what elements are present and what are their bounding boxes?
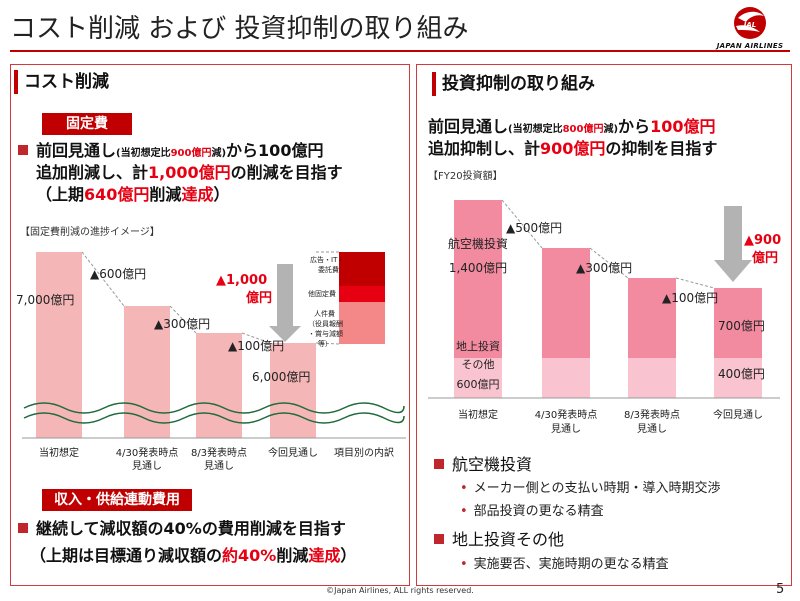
cat-breakdown: 項目別の内訳 bbox=[334, 446, 394, 459]
bar-current-ground bbox=[714, 358, 762, 398]
breakdown-label-personnel-2: （役員報酬 bbox=[308, 319, 343, 328]
square-bullet-icon bbox=[18, 145, 28, 155]
bar-label-7000: 7,000億円 bbox=[16, 293, 74, 307]
ground-label-3: 600億円 bbox=[457, 378, 500, 391]
breakdown-other bbox=[339, 286, 385, 302]
final-aircraft-label: 700億円 bbox=[718, 319, 765, 333]
inv-cat-current: 今回見通し bbox=[713, 408, 763, 421]
cat-0430-2: 見通し bbox=[132, 460, 162, 472]
aircraft-label-1: 航空機投資 bbox=[448, 236, 508, 251]
cat-0803-1: 8/3発表時点 bbox=[191, 446, 247, 459]
reduction-arrow-icon bbox=[277, 264, 293, 326]
delta-600: ▲600億円 bbox=[90, 267, 146, 281]
aircraft-label-2: 1,400億円 bbox=[449, 261, 507, 275]
square-bullet-icon bbox=[434, 534, 444, 544]
inv-cat-0803-2: 見通し bbox=[637, 423, 667, 435]
inv-cat-0803-1: 8/3発表時点 bbox=[624, 408, 680, 421]
revenue-linked-tag: 収入・供給連動費用 bbox=[42, 489, 192, 511]
breakdown-label-personnel-3: ・賞与減額 bbox=[308, 329, 343, 338]
inv-cat-0430-1: 4/30発表時点 bbox=[535, 408, 597, 421]
cat-current: 今回見通し bbox=[268, 446, 318, 459]
bar-initial bbox=[36, 252, 82, 438]
cat-0803-2: 見通し bbox=[204, 460, 234, 472]
delta-300: ▲300億円 bbox=[154, 317, 210, 331]
fixed-cost-chart-caption: 【固定費削減の進捗イメージ】 bbox=[20, 227, 160, 238]
inv-total-value: ▲900 bbox=[744, 233, 781, 248]
ground-item-1: • 実施要否、実施時期の更なる精査 bbox=[460, 557, 669, 572]
delta-100: ▲100億円 bbox=[228, 339, 284, 353]
bar-label-6000: 6,000億円 bbox=[252, 370, 310, 384]
inv-delta-300: ▲300億円 bbox=[576, 261, 632, 275]
bar-current-aircraft bbox=[714, 288, 762, 358]
title-divider bbox=[10, 50, 790, 52]
square-bullet-icon bbox=[434, 459, 444, 469]
aircraft-item-2: • 部品投資の更なる精査 bbox=[460, 504, 604, 519]
square-bullet-icon bbox=[18, 523, 28, 533]
cost-reduction-heading: コスト削減 bbox=[14, 70, 109, 94]
cat-initial: 当初想定 bbox=[39, 446, 79, 459]
investment-line-2: 追加抑制し、計900億円の抑制を目指す bbox=[428, 139, 718, 158]
copyright-footer: ©Japan Airlines, ALL rights reserved. bbox=[326, 586, 474, 595]
investment-chart-caption: 【FY20投資額】 bbox=[428, 171, 503, 182]
bar-0803-ground bbox=[628, 358, 676, 398]
bar-0430-ground bbox=[542, 358, 590, 398]
inv-cat-initial: 当初想定 bbox=[458, 408, 498, 421]
revenue-line-2: （上期は目標通り減収額の約40%削減達成） bbox=[30, 546, 357, 565]
investment-arrow-icon bbox=[724, 206, 742, 260]
bar-0803-aircraft bbox=[628, 278, 676, 358]
aircraft-item-1: • メーカー側との支払い時期・導入時期交渉 bbox=[460, 481, 721, 496]
ground-label-2: その他 bbox=[462, 358, 495, 371]
bar-0430 bbox=[124, 306, 170, 438]
bar-initial-ground bbox=[454, 358, 502, 398]
investment-line-1: 前回見通し(当初想定比800億円減)から100億円 bbox=[428, 117, 716, 136]
total-reduction-unit: 億円 bbox=[246, 290, 272, 306]
cat-0430-1: 4/30発表時点 bbox=[116, 446, 178, 459]
inv-delta-500: ▲500億円 bbox=[506, 221, 562, 235]
inv-total-unit: 億円 bbox=[752, 250, 778, 266]
aircraft-investment-head: 航空機投資 bbox=[434, 451, 532, 475]
investment-chart: 航空機投資 1,400億円 地上投資 その他 600億円 ▲500億円 ▲300… bbox=[428, 199, 781, 435]
ground-label-1: 地上投資 bbox=[456, 339, 500, 353]
revenue-line-1: 継続して減収額の40%の費用削減を目指す bbox=[18, 518, 346, 540]
inv-delta-100: ▲100億円 bbox=[662, 291, 718, 305]
breakdown-label-personnel-4: 等） bbox=[318, 339, 332, 348]
jal-logo: JAL JAPAN AIRLINES bbox=[702, 4, 798, 54]
crane-logo-icon: JAL bbox=[734, 7, 766, 39]
logo-mark: JAL bbox=[742, 21, 756, 29]
breakdown-advert bbox=[339, 252, 385, 286]
ground-investment-head: 地上投資その他 bbox=[434, 526, 564, 550]
breakdown-label-other: 他固定費 bbox=[308, 289, 336, 298]
bar-current bbox=[270, 343, 316, 438]
fixed-cost-tag: 固定費 bbox=[42, 113, 132, 135]
inv-cat-0430-2: 見通し bbox=[551, 423, 581, 435]
total-reduction-value: ▲1,000 bbox=[216, 273, 267, 288]
breakdown-label-personnel-1: 人件費 bbox=[314, 309, 335, 318]
bar-0803 bbox=[196, 333, 242, 438]
fixed-cost-line-3: （上期640億円削減達成） bbox=[36, 185, 230, 204]
fixed-cost-line-1: 前回見通し(当初想定比900億円減)から100億円 bbox=[18, 140, 323, 165]
breakdown-personnel bbox=[339, 302, 385, 344]
page-title: コスト削減 および 投資抑制の取り組み bbox=[10, 14, 469, 44]
breakdown-label-advert-2: 委託費 bbox=[318, 265, 339, 274]
breakdown-label-advert-1: 広告・IT・ bbox=[310, 255, 344, 264]
bar-initial-aircraft bbox=[454, 200, 502, 358]
logo-text: JAPAN AIRLINES bbox=[716, 42, 784, 50]
fixed-cost-line-2: 追加削減し、計1,000億円の削減を目指す bbox=[36, 163, 343, 182]
final-ground-label: 400億円 bbox=[718, 367, 765, 381]
bar-0430-aircraft bbox=[542, 248, 590, 358]
investment-heading: 投資抑制の取り組み bbox=[432, 72, 595, 96]
fixed-cost-chart: 7,000億円 6,000億円 ▲600億円 ▲300億円 ▲100億円 ▲1,… bbox=[16, 251, 406, 472]
page-number: 5 bbox=[776, 582, 785, 597]
